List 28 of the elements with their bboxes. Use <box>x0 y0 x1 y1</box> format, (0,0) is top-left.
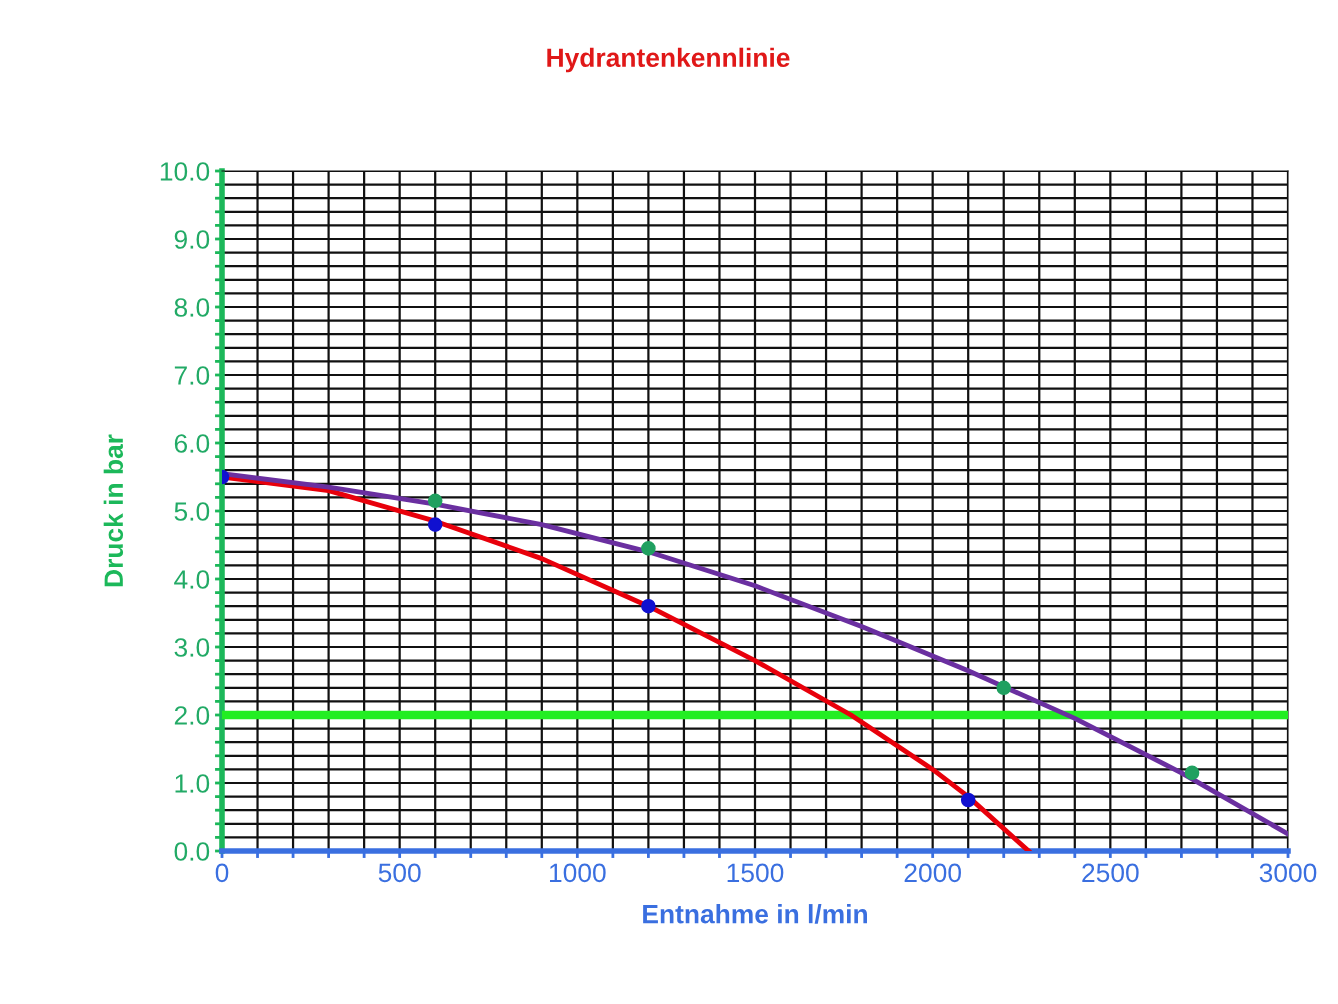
x-tick-label: 500 <box>378 863 421 883</box>
y-tick-label: 10.0 <box>160 162 210 181</box>
x-axis-title: Entnahme in l/min <box>643 904 867 924</box>
x-tick-label: 3000 <box>1259 863 1317 883</box>
chart-title: Hydrantenkennlinie <box>547 47 790 73</box>
y-tick-label: 0.0 <box>174 842 210 861</box>
point <box>641 598 656 614</box>
point <box>960 792 976 808</box>
x-tick-label: 1500 <box>727 863 784 883</box>
y-tick-label: 4.0 <box>174 570 210 589</box>
point <box>641 541 656 556</box>
y-tick-label: 6.0 <box>174 434 210 453</box>
y-tick-label: 7.0 <box>174 366 210 385</box>
x-tick-label: 2500 <box>1082 863 1139 883</box>
x-tick-label: 2000 <box>904 863 961 883</box>
y-tick-label: 2.0 <box>174 706 210 725</box>
y-tick-label: 3.0 <box>174 638 210 657</box>
y-tick-label: 5.0 <box>174 502 210 521</box>
point <box>1184 765 1200 781</box>
y-tick-label: 9.0 <box>174 230 210 249</box>
point <box>996 680 1012 696</box>
point <box>427 493 443 509</box>
x-tick-label: 0 <box>215 863 229 883</box>
y-axis-title: Druck in bar <box>103 434 124 587</box>
x-tick-label: 1000 <box>550 863 606 883</box>
point <box>427 517 443 532</box>
y-tick-label: 1.0 <box>175 774 210 793</box>
y-tick-label: 8.0 <box>174 298 210 317</box>
